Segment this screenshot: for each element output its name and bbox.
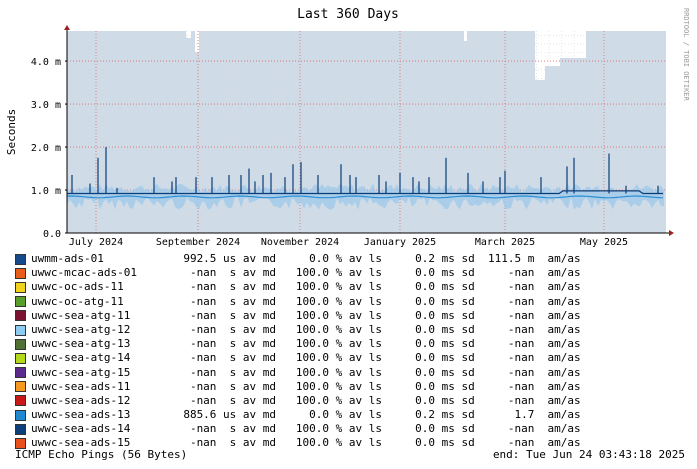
watermark: RRDTOOL / TOBI OETIKER bbox=[682, 8, 690, 102]
legend-entry: uwwc-sea-ads-15 -nan s av md 100.0 % av … bbox=[15, 436, 581, 450]
legend-entry: uwwc-sea-atg-14 -nan s av md 100.0 % av … bbox=[15, 351, 581, 365]
y-tick-label: 2.0 m bbox=[31, 143, 61, 154]
legend: uwmm-ads-01 992.5 us av md 0.0 % av ls 0… bbox=[15, 252, 581, 451]
legend-text: uwwc-sea-ads-13 885.6 us av md 0.0 % av … bbox=[31, 408, 581, 422]
legend-swatch bbox=[15, 253, 26, 265]
series-line-sea-ads-13 bbox=[66, 195, 664, 199]
legend-swatch bbox=[15, 367, 26, 379]
legend-text: uwwc-sea-atg-14 -nan s av md 100.0 % av … bbox=[31, 351, 581, 365]
y-tick-label: 3.0 m bbox=[31, 100, 61, 111]
legend-text: uwwc-sea-ads-15 -nan s av md 100.0 % av … bbox=[31, 436, 581, 450]
legend-text: uwwc-sea-atg-15 -nan s av md 100.0 % av … bbox=[31, 365, 581, 379]
legend-swatch bbox=[15, 438, 26, 450]
legend-text: uwmm-ads-01 992.5 us av md 0.0 % av ls 0… bbox=[31, 252, 581, 265]
x-axis-arrow bbox=[669, 230, 674, 236]
legend-entry: uwwc-sea-ads-12 -nan s av md 100.0 % av … bbox=[15, 394, 581, 408]
legend-text: uwwc-sea-atg-13 -nan s av md 100.0 % av … bbox=[31, 337, 581, 351]
legend-swatch bbox=[15, 281, 26, 293]
x-tick-label: September 2024 bbox=[156, 237, 240, 248]
x-tick-label: July 2024 bbox=[69, 237, 123, 248]
legend-swatch bbox=[15, 310, 26, 322]
loss-gap bbox=[464, 31, 467, 41]
legend-swatch bbox=[15, 423, 26, 435]
loss-gap bbox=[535, 31, 545, 80]
legend-swatch bbox=[15, 395, 26, 407]
y-tick-label: 4.0 m bbox=[31, 57, 61, 68]
legend-text: uwwc-sea-ads-14 -nan s av md 100.0 % av … bbox=[31, 422, 581, 436]
legend-entry: uwwc-mcac-ads-01 -nan s av md 100.0 % av… bbox=[15, 266, 581, 280]
legend-entry: uwwc-sea-atg-13 -nan s av md 100.0 % av … bbox=[15, 337, 581, 351]
ping-chart: Last 360 Days Seconds RRDTOOL / TOBI OET… bbox=[5, 7, 690, 248]
legend-entry: uwwc-oc-ads-11 -nan s av md 100.0 % av l… bbox=[15, 280, 581, 294]
x-tick-label: November 2024 bbox=[261, 237, 339, 248]
legend-swatch bbox=[15, 267, 26, 279]
legend-swatch bbox=[15, 352, 26, 364]
y-axis-arrow bbox=[64, 25, 70, 30]
y-tick-label: 1.0 m bbox=[31, 186, 61, 197]
legend-entry: uwwc-sea-ads-13 885.6 us av md 0.0 % av … bbox=[15, 408, 581, 422]
legend-text: uwwc-mcac-ads-01 -nan s av md 100.0 % av… bbox=[31, 266, 581, 280]
legend-entry: uwwc-sea-ads-11 -nan s av md 100.0 % av … bbox=[15, 380, 581, 394]
legend-text: uwwc-oc-ads-11 -nan s av md 100.0 % av l… bbox=[31, 280, 581, 294]
loss-gap bbox=[186, 31, 191, 38]
legend-text: uwwc-oc-atg-11 -nan s av md 100.0 % av l… bbox=[31, 294, 581, 308]
legend-text: uwwc-sea-atg-11 -nan s av md 100.0 % av … bbox=[31, 308, 581, 322]
legend-swatch bbox=[15, 409, 26, 421]
chart-title: Last 360 Days bbox=[297, 7, 399, 22]
x-tick-label: May 2025 bbox=[580, 237, 628, 248]
x-tick-label: March 2025 bbox=[475, 237, 535, 248]
median-line bbox=[67, 190, 663, 195]
footer-end-time: end: Tue Jun 24 03:43:18 2025 bbox=[492, 448, 685, 461]
legend-entry: uwwc-sea-atg-12 -nan s av md 100.0 % av … bbox=[15, 323, 581, 337]
loss-gap bbox=[545, 31, 560, 66]
legend-entry: uwwc-sea-atg-11 -nan s av md 100.0 % av … bbox=[15, 309, 581, 323]
legend-entry: uwmm-ads-01 992.5 us av md 0.0 % av ls 0… bbox=[15, 252, 581, 266]
y-axis-label: Seconds bbox=[5, 109, 18, 155]
x-tick-label: January 2025 bbox=[364, 237, 436, 248]
y-tick-label: 0.0 bbox=[43, 229, 61, 240]
legend-entry: uwwc-sea-atg-15 -nan s av md 100.0 % av … bbox=[15, 366, 581, 380]
legend-swatch bbox=[15, 296, 26, 308]
loss-gap bbox=[560, 31, 586, 58]
legend-entry: uwwc-oc-atg-11 -nan s av md 100.0 % av l… bbox=[15, 295, 581, 309]
legend-text: uwwc-sea-ads-12 -nan s av md 100.0 % av … bbox=[31, 393, 581, 407]
legend-text: uwwc-sea-ads-11 -nan s av md 100.0 % av … bbox=[31, 379, 581, 393]
legend-swatch bbox=[15, 338, 26, 350]
legend-swatch bbox=[15, 324, 26, 336]
legend-entry: uwwc-sea-ads-14 -nan s av md 100.0 % av … bbox=[15, 422, 581, 436]
loss-gap bbox=[195, 31, 199, 52]
plot-area: 0.0 1.0 m 2.0 m 3.0 m 4.0 m July 2024 Septembe… bbox=[31, 25, 674, 248]
footer-description: ICMP Echo Pings (56 Bytes) bbox=[15, 448, 188, 461]
legend-swatch bbox=[15, 381, 26, 393]
legend-text: uwwc-sea-atg-12 -nan s av md 100.0 % av … bbox=[31, 322, 581, 336]
